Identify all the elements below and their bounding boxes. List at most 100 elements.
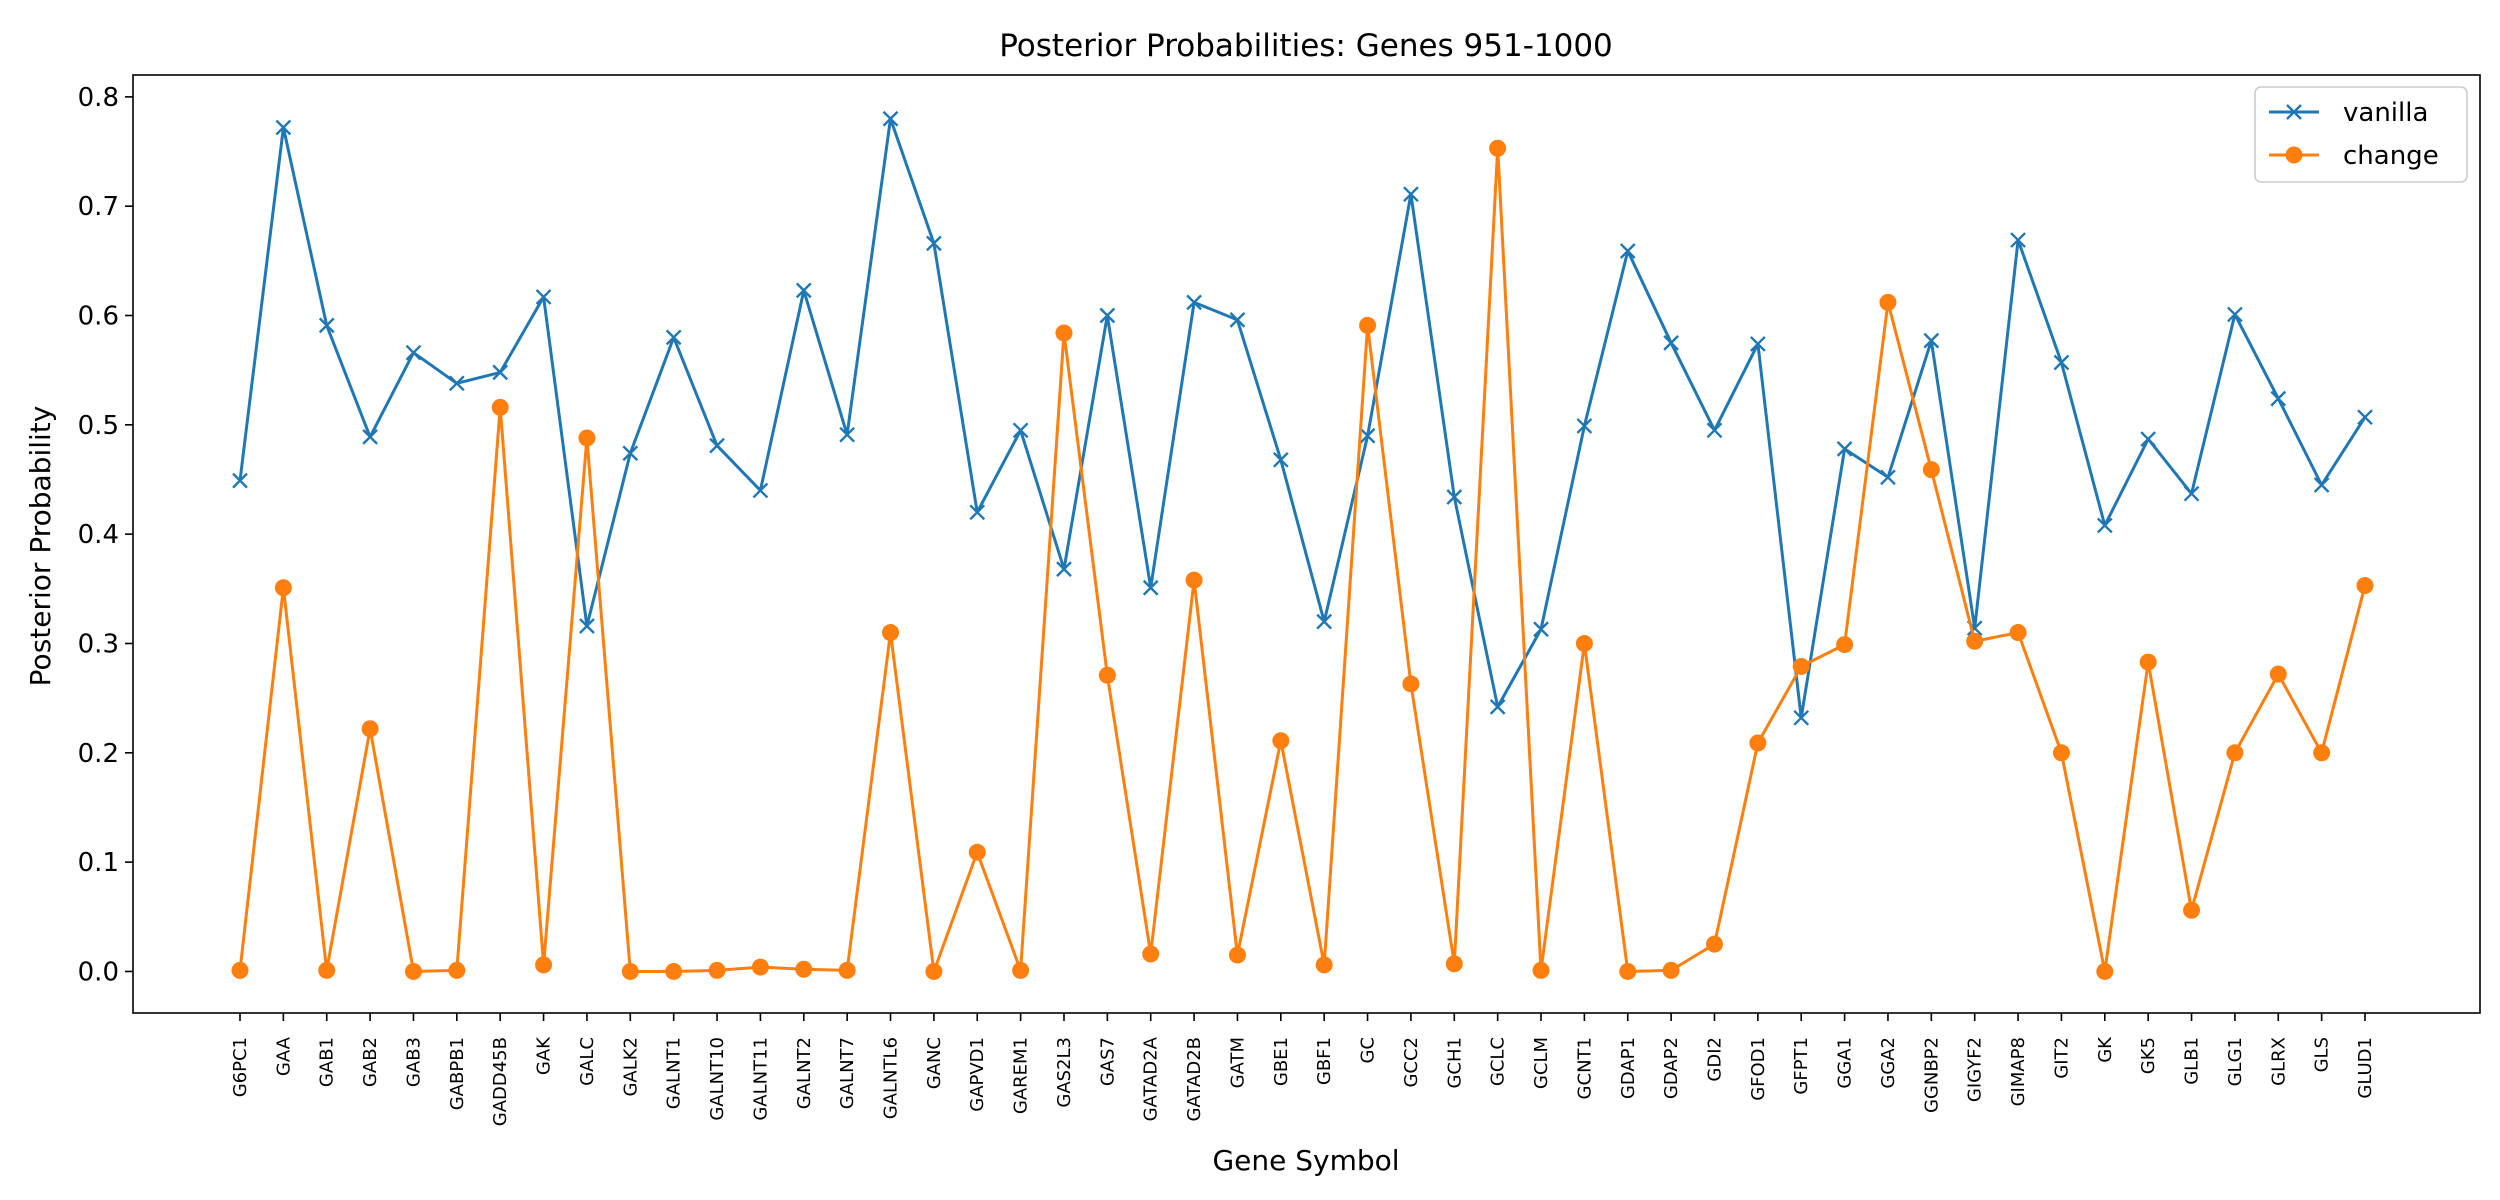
y-tick-label: 0.4 — [78, 520, 119, 550]
y-tick-label: 0.0 — [78, 957, 119, 987]
x-tick-label: GGNBP2 — [1921, 1037, 1942, 1113]
x-tick-label: GIGYF2 — [1965, 1037, 1986, 1102]
x-tick-label: GCC2 — [1401, 1037, 1422, 1088]
data-point-change — [621, 962, 639, 980]
data-point-change — [231, 961, 249, 979]
x-tick-label: GANC — [924, 1037, 945, 1089]
data-point-vanilla — [2096, 517, 2113, 534]
data-point-change — [2313, 744, 2331, 762]
legend-label-change: change — [2343, 141, 2439, 171]
data-point-change — [1142, 945, 1160, 963]
x-tick-label: GALK2 — [620, 1037, 641, 1097]
data-point-change — [1185, 571, 1203, 589]
data-point-vanilla — [579, 618, 595, 634]
data-point-vanilla — [1142, 579, 1159, 596]
data-point-vanilla — [1489, 699, 1506, 715]
x-tick-label: GALNT10 — [707, 1037, 728, 1121]
x-tick-label: GATM — [1227, 1037, 1248, 1088]
y-tick-label: 0.6 — [78, 302, 119, 332]
data-point-change — [1705, 935, 1723, 953]
x-tick-label: GADD45B — [490, 1037, 511, 1126]
series-line-change — [238, 146, 2367, 973]
x-tick-label: GALNT1 — [664, 1037, 685, 1109]
data-point-vanilla — [1316, 613, 1333, 630]
legend: vanilla change — [2254, 86, 2468, 183]
y-tick-label: 0.1 — [78, 848, 119, 878]
data-point-change — [1922, 461, 1940, 479]
data-point-vanilla — [1229, 312, 1246, 328]
data-point-vanilla — [1186, 294, 1202, 311]
chart-title: Posterior Probabilities: Genes 951-1000 — [999, 28, 1613, 64]
x-tick-label: GGA1 — [1835, 1037, 1856, 1089]
data-point-vanilla — [2270, 390, 2287, 407]
data-point-vanilla — [2183, 485, 2200, 502]
data-point-change — [2096, 962, 2114, 980]
data-point-vanilla — [1446, 489, 1463, 505]
data-point-change — [795, 960, 813, 978]
data-point-change — [535, 956, 553, 974]
data-point-vanilla — [1793, 709, 1810, 726]
x-tick-label: GAB1 — [317, 1037, 338, 1087]
data-point-change — [1532, 961, 1550, 979]
data-point-change — [2183, 901, 2201, 919]
data-point-change — [1619, 962, 1637, 980]
plot-area: 0.0 0.1 0.2 0.3 0.4 0.5 0.6 0.7 0.8 G6PC1 GAA GAB1 G… — [78, 74, 2481, 1126]
data-point-change — [1749, 734, 1767, 752]
data-point-change — [318, 961, 336, 979]
data-point-vanilla — [1706, 422, 1723, 439]
data-point-vanilla — [882, 110, 899, 127]
data-point-change — [968, 843, 986, 861]
data-point-change — [404, 962, 422, 980]
data-point-change — [2356, 577, 2374, 595]
data-point-change — [838, 961, 856, 979]
data-point-change — [2226, 744, 2244, 762]
data-point-vanilla — [362, 429, 378, 445]
legend-marker-change — [2285, 146, 2303, 164]
x-tick-label: GFOD1 — [1748, 1037, 1769, 1101]
x-tick-label: GALNTL6 — [881, 1037, 902, 1119]
legend-label-vanilla: vanilla — [2343, 98, 2428, 128]
data-point-vanilla — [839, 426, 855, 443]
data-point-change — [2139, 653, 2157, 671]
x-tick-label: GBF1 — [1314, 1037, 1335, 1085]
data-point-change — [2052, 744, 2070, 762]
x-tick-label: GIMAP8 — [2008, 1037, 2029, 1106]
x-tick-label: GATAD2B — [1184, 1037, 1205, 1121]
x-tick-label: GC — [1358, 1037, 1379, 1064]
x-tick-label: GATAD2A — [1141, 1036, 1162, 1121]
data-point-change — [751, 958, 769, 976]
data-point-vanilla — [752, 482, 769, 499]
data-point-change — [1879, 293, 1897, 311]
data-point-change — [925, 962, 943, 980]
x-tick-label: GCLC — [1488, 1037, 1509, 1086]
data-point-vanilla — [795, 282, 812, 299]
data-point-vanilla — [1272, 451, 1289, 468]
x-tick-label: GABPB1 — [447, 1037, 468, 1110]
y-tick-label: 0.3 — [78, 629, 119, 659]
data-point-vanilla — [405, 344, 422, 361]
data-point-change — [448, 961, 466, 979]
data-point-change — [1315, 956, 1333, 974]
x-tick-label: GLG1 — [2225, 1037, 2246, 1086]
x-tick-label: GFPT1 — [1791, 1037, 1812, 1095]
data-point-vanilla — [2357, 409, 2373, 426]
x-tick-label: GCLM — [1531, 1037, 1552, 1089]
data-point-change — [1055, 324, 1073, 342]
data-point-vanilla — [2140, 431, 2157, 447]
x-tick-label: GCH1 — [1444, 1037, 1465, 1089]
data-point-vanilla — [318, 317, 335, 334]
x-tick-label: GDAP2 — [1661, 1037, 1682, 1099]
data-point-vanilla — [1359, 427, 1376, 444]
data-point-change — [2269, 665, 2287, 683]
data-point-vanilla — [1012, 422, 1029, 439]
x-tick-label: GGA2 — [1878, 1037, 1899, 1089]
axes-frame — [132, 74, 2481, 1014]
data-point-change — [1272, 732, 1290, 750]
x-tick-label: G6PC1 — [230, 1037, 251, 1097]
legend-marker-vanilla — [2286, 104, 2302, 120]
x-tick-label: GAS7 — [1097, 1037, 1118, 1086]
y-tick-label: 0.7 — [78, 192, 119, 222]
y-tick-label: 0.2 — [78, 739, 119, 769]
data-point-vanilla — [1403, 186, 1419, 203]
data-point-vanilla — [492, 364, 509, 381]
